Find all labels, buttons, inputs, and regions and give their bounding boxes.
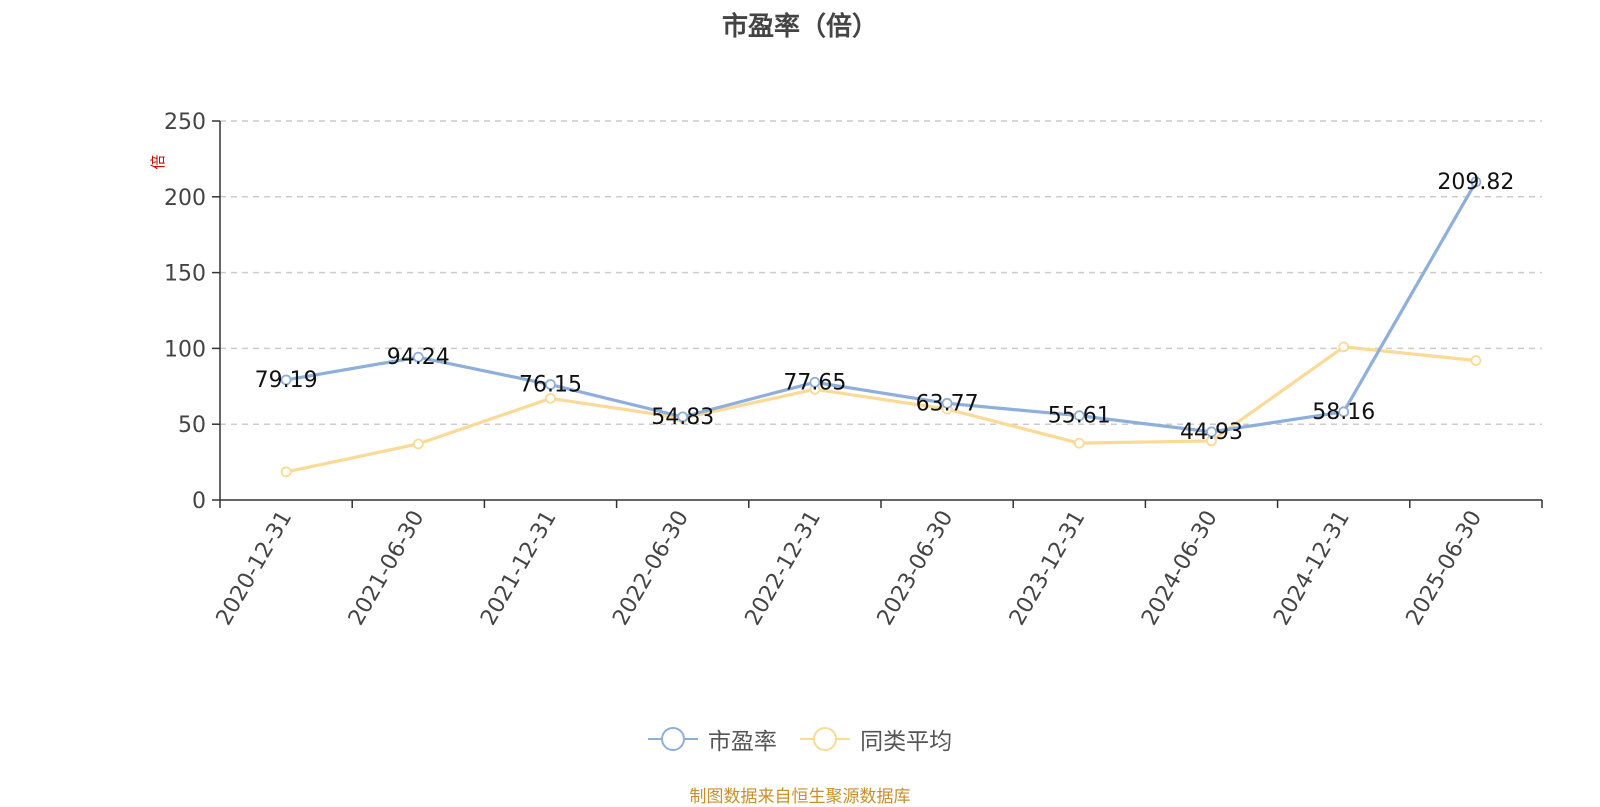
data-label: 55.61 xyxy=(1048,404,1111,429)
legend-label: 同类平均 xyxy=(860,729,953,755)
x-tick-label: 2021-06-30 xyxy=(344,507,430,630)
series-lines xyxy=(280,176,1482,478)
data-point xyxy=(1338,341,1350,353)
legend: 市盈率 同类平均 xyxy=(0,722,1600,757)
data-label: 63.77 xyxy=(916,391,979,416)
data-label: 209.82 xyxy=(1437,170,1514,195)
x-tick-label: 2024-06-30 xyxy=(1137,507,1223,630)
axes: 0 50 100 150 200 250 2020-12-31 2021-06-30 2021-… xyxy=(164,110,1543,630)
data-point xyxy=(809,376,821,388)
y-tick-label: 50 xyxy=(178,413,206,438)
x-tick-label: 2022-06-30 xyxy=(608,507,694,630)
data-point xyxy=(280,374,292,386)
chart-title: 市盈率（倍） xyxy=(721,12,878,42)
data-point xyxy=(1073,437,1085,449)
x-tick-label: 2022-12-31 xyxy=(741,507,827,630)
x-tick-label: 2020-12-31 xyxy=(212,507,298,630)
data-label: 54.83 xyxy=(651,405,714,430)
series-line xyxy=(285,345,1477,474)
y-tick-label: 150 xyxy=(164,262,206,287)
data-labels: 79.19 94.24 76.15 54.83 77.65 63.77 55.61 44.93… xyxy=(255,170,1515,445)
data-point xyxy=(1073,410,1085,422)
x-tick-label: 2023-06-30 xyxy=(873,507,959,630)
legend-item-pe[interactable]: 市盈率 xyxy=(647,722,777,756)
data-point xyxy=(545,393,556,404)
data-point xyxy=(1470,355,1482,366)
y-tick-label: 200 xyxy=(164,186,206,211)
data-label: 94.24 xyxy=(387,345,450,370)
data-point xyxy=(1206,426,1217,438)
x-tick-label: 2021-12-31 xyxy=(476,507,562,630)
data-label: 58.16 xyxy=(1312,400,1375,425)
x-tick-label: 2024-12-31 xyxy=(1269,507,1355,630)
data-point xyxy=(412,438,424,450)
source-note: 制图数据来自恒生聚源数据库 xyxy=(689,787,911,807)
y-tick-label: 100 xyxy=(164,337,206,362)
legend-marker-icon xyxy=(800,727,851,751)
grid-lines xyxy=(220,120,1542,425)
data-point xyxy=(412,351,424,363)
data-label: 44.93 xyxy=(1180,420,1243,445)
y-tick-label: 0 xyxy=(192,489,206,514)
data-label: 76.15 xyxy=(519,373,582,398)
legend-marker-icon xyxy=(647,727,698,751)
series-line xyxy=(285,181,1478,434)
x-tick-label: 2025-06-30 xyxy=(1402,507,1488,630)
x-tick-label: 2023-12-31 xyxy=(1005,507,1091,630)
y-axis-unit-label: 倍 xyxy=(149,154,167,169)
legend-label: 市盈率 xyxy=(707,729,777,755)
data-point xyxy=(280,466,292,478)
data-label: 77.65 xyxy=(783,370,846,395)
data-label: 79.19 xyxy=(255,368,318,393)
data-point xyxy=(1338,406,1350,418)
data-point xyxy=(1470,176,1482,188)
legend-item-peer-average[interactable]: 同类平均 xyxy=(800,722,952,756)
data-point xyxy=(941,397,953,409)
data-point xyxy=(677,411,689,423)
y-tick-label: 250 xyxy=(164,110,206,135)
data-point xyxy=(545,379,556,390)
